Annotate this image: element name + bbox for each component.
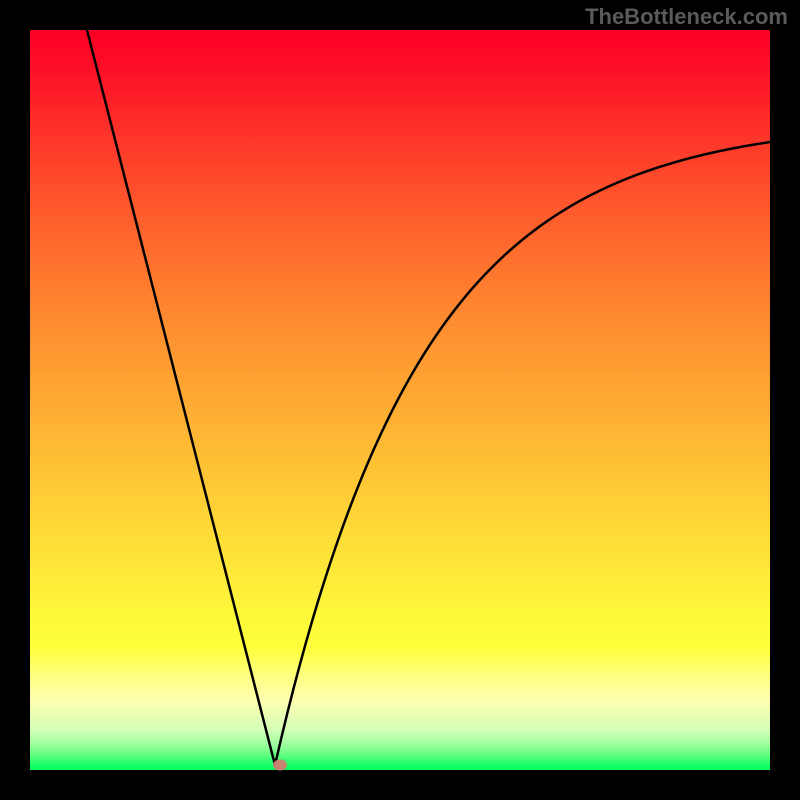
- bottleneck-curve: [30, 30, 770, 770]
- optimum-marker: [273, 760, 287, 771]
- watermark-text: TheBottleneck.com: [585, 4, 788, 30]
- chart-plot-area: [30, 30, 770, 770]
